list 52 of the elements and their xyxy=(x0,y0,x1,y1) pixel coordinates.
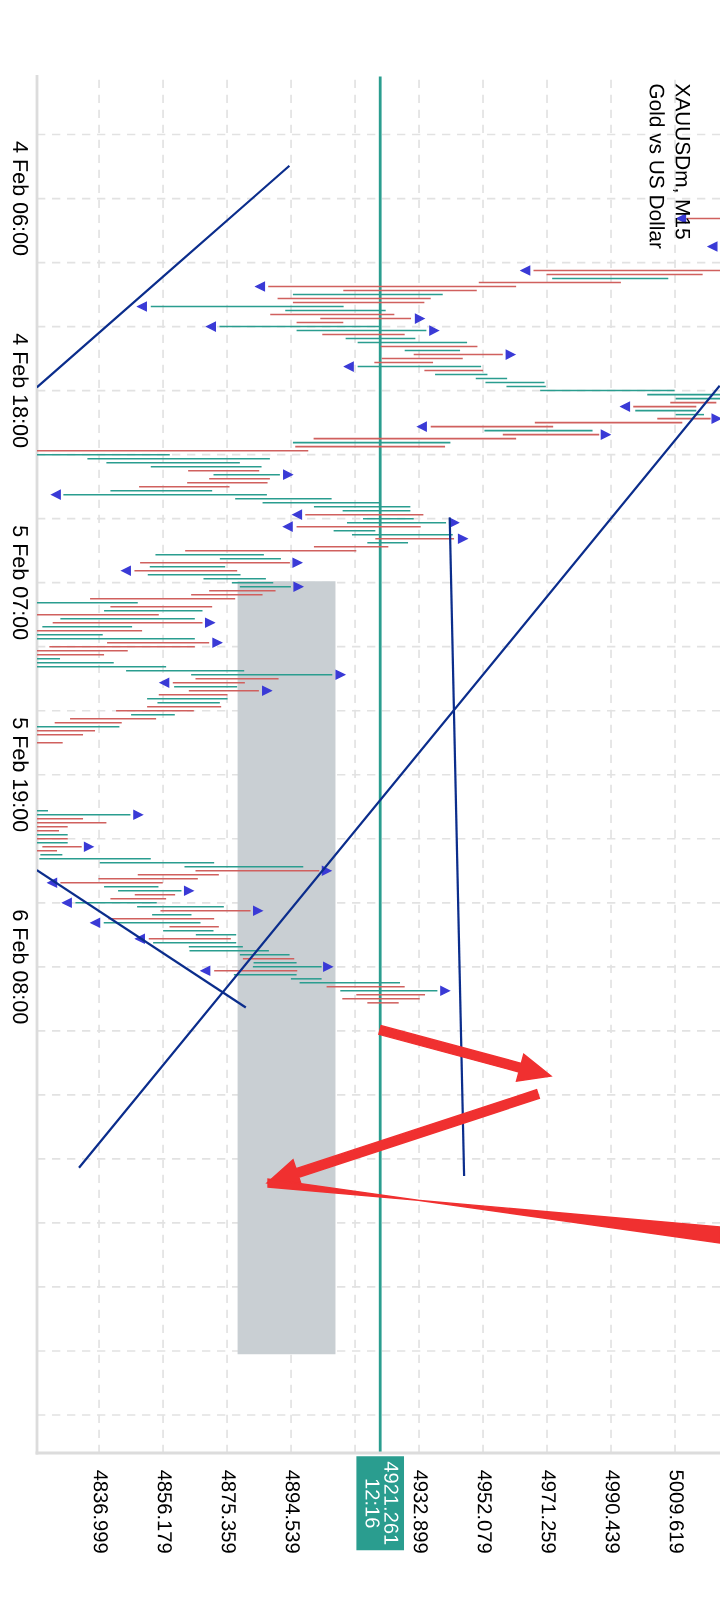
y-tick-label: 6 Feb 08:00 xyxy=(12,910,29,1024)
y-tick-label: 5 Feb 19:00 xyxy=(12,718,29,832)
text: XAUUSDm, M15 xyxy=(673,83,691,239)
point xyxy=(323,961,333,972)
y-tick-label: 4 Feb 06:00 xyxy=(12,141,29,256)
point xyxy=(292,557,303,568)
y-tick-label: 4 Feb 18:00 xyxy=(12,333,29,448)
point xyxy=(414,313,425,324)
x-tick-label: 4836.999 xyxy=(93,1470,108,1553)
point xyxy=(283,469,293,480)
point xyxy=(292,509,303,520)
point xyxy=(440,985,450,996)
x-tick-label: 4932.899 xyxy=(413,1470,428,1553)
point xyxy=(457,533,468,544)
point xyxy=(62,897,72,908)
x-tick-label: 4894.539 xyxy=(285,1470,300,1553)
point xyxy=(183,885,194,896)
point xyxy=(51,489,61,500)
ref-line-label: 4921.261 12:16 xyxy=(365,1461,399,1545)
point xyxy=(429,325,439,336)
point xyxy=(204,617,215,628)
point xyxy=(344,361,354,372)
point xyxy=(293,581,304,592)
x-tick-label: 4952.079 xyxy=(477,1470,492,1553)
x-tick-label: 4856.179 xyxy=(157,1470,172,1553)
point xyxy=(253,905,263,916)
point xyxy=(83,841,94,852)
point xyxy=(206,321,217,332)
point xyxy=(133,809,143,820)
point xyxy=(121,565,131,576)
text: Gold vs US Dollar xyxy=(649,84,665,249)
point xyxy=(212,637,223,648)
x-tick-label: 5009.619 xyxy=(669,1470,684,1553)
point xyxy=(335,669,346,680)
point xyxy=(159,677,170,688)
point xyxy=(283,521,293,532)
point xyxy=(90,917,101,928)
x-tick-label: 4990.439 xyxy=(605,1470,620,1553)
point xyxy=(262,685,272,696)
x-tick-label: 4971.259 xyxy=(541,1470,556,1553)
point xyxy=(520,265,531,276)
point xyxy=(137,301,147,312)
point xyxy=(620,401,631,412)
y-tick-label: 5 Feb 07:00 xyxy=(12,526,29,640)
point xyxy=(707,241,718,252)
point xyxy=(600,429,611,440)
point xyxy=(711,413,720,424)
x-tick-label: 4875.359 xyxy=(221,1470,236,1553)
point xyxy=(505,349,516,360)
point xyxy=(417,421,427,432)
point xyxy=(200,965,211,976)
point xyxy=(255,281,266,292)
